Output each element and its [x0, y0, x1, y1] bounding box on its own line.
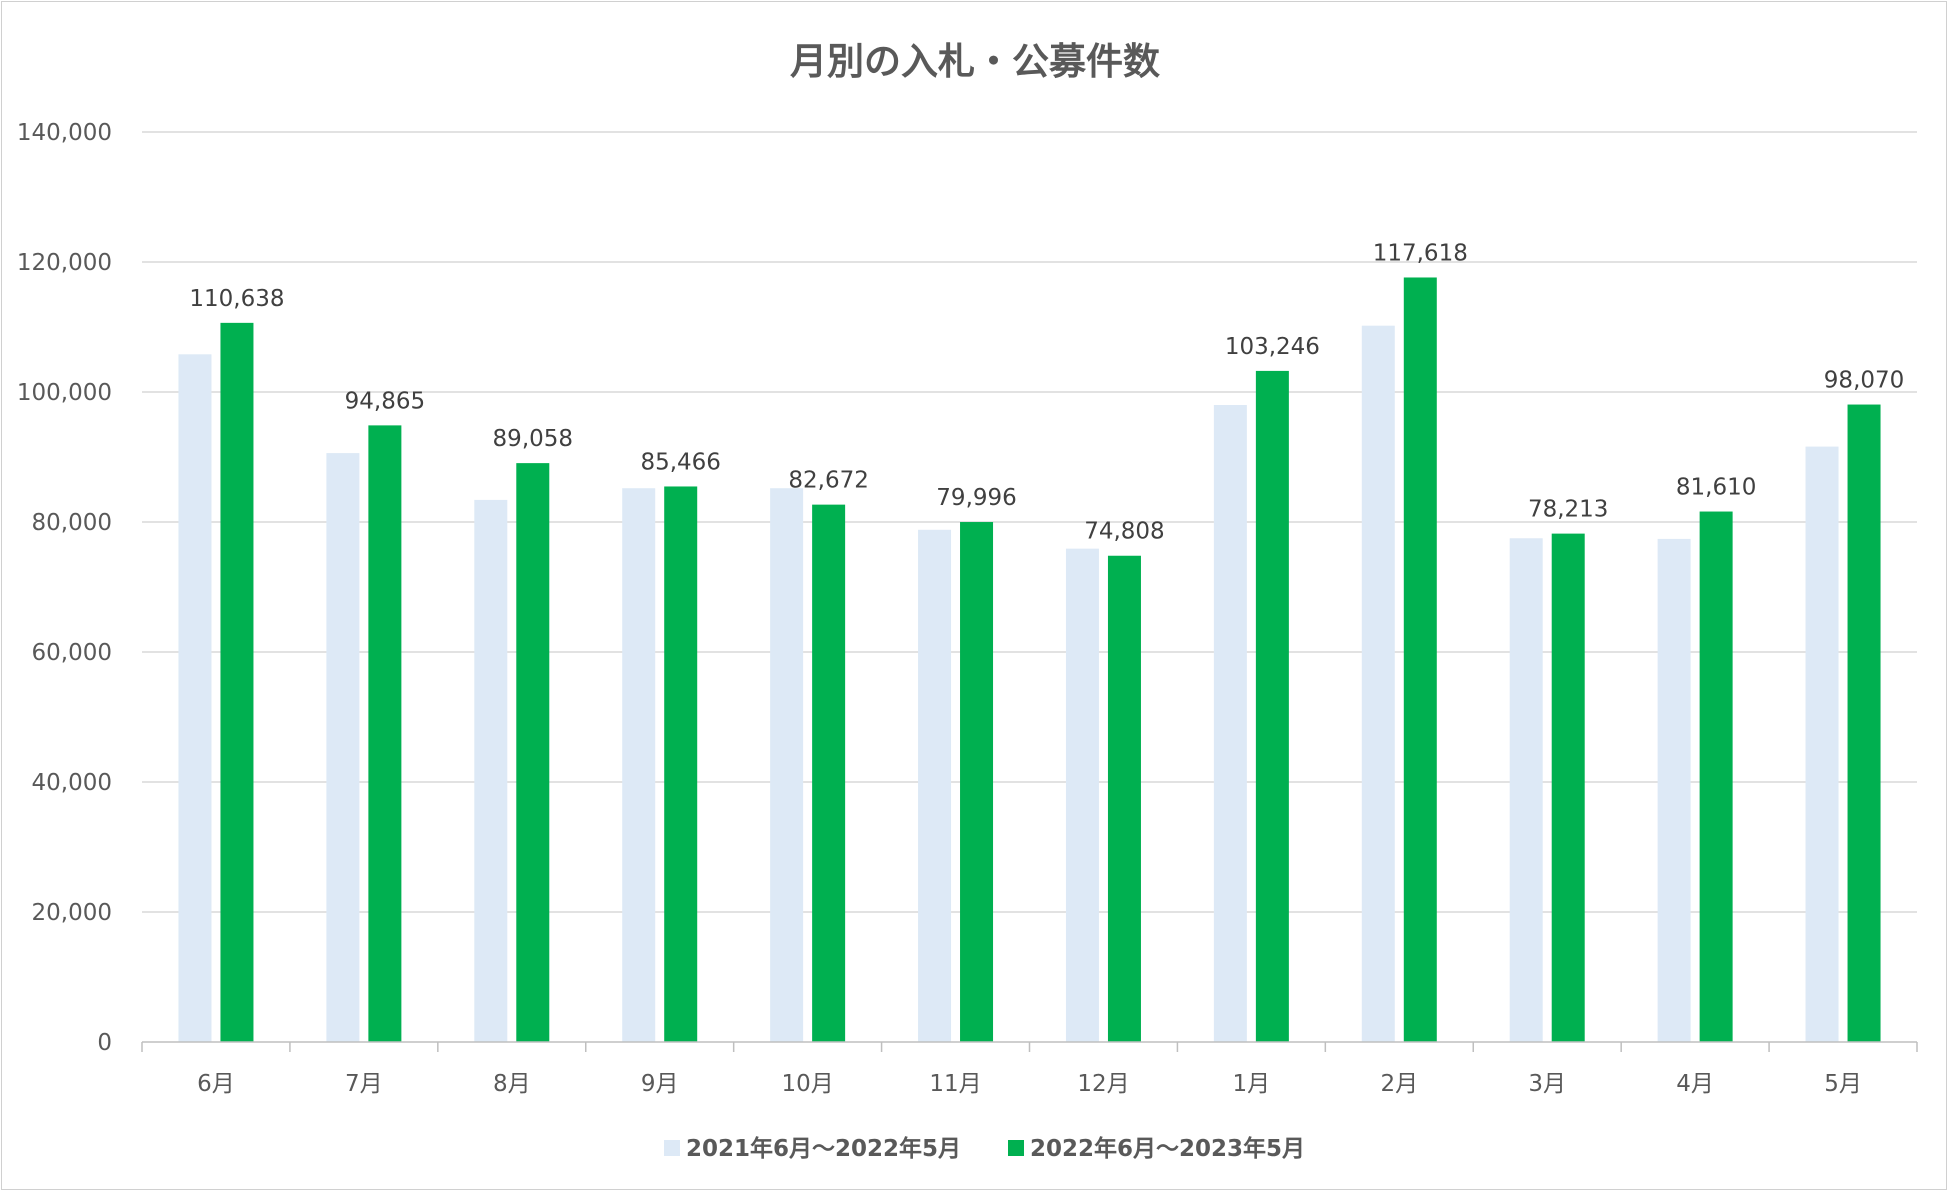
bar-series-2022 — [664, 486, 698, 1042]
x-tick-label: 12月 — [1077, 1071, 1129, 1097]
x-tick-label: 1月 — [1233, 1071, 1271, 1097]
x-tick-label: 7月 — [345, 1071, 383, 1097]
bar-series-2021 — [1361, 325, 1395, 1042]
y-tick-label: 40,000 — [32, 770, 112, 796]
bar-series-2021 — [1509, 538, 1543, 1042]
bar-series-2022 — [1847, 404, 1881, 1042]
x-tick-label: 10月 — [781, 1071, 833, 1097]
bar-series-2022 — [516, 463, 550, 1042]
bar-series-2022 — [1107, 555, 1141, 1042]
bar-series-2021 — [918, 529, 952, 1042]
x-axis: 6月 7月 8月 9月 10月 11月 12月 1月 2月 3月 4月 5月 — [141, 1041, 1918, 1097]
bar-series-2022 — [960, 522, 994, 1042]
y-tick-label: 60,000 — [32, 640, 112, 666]
data-label: 85,466 — [640, 449, 720, 475]
data-label: 98,070 — [1824, 368, 1904, 394]
y-tick-label: 0 — [97, 1030, 112, 1056]
y-axis-ticks: 0 20,000 40,000 60,000 80,000 100,000 120,000 1… — [17, 120, 112, 1056]
data-label: 78,213 — [1528, 497, 1608, 523]
x-tick-label: 3月 — [1528, 1071, 1566, 1097]
x-tick-label: 9月 — [641, 1071, 679, 1097]
x-tick-label: 2月 — [1380, 1071, 1418, 1097]
legend-label: 2021年6月～2022年5月 — [686, 1135, 961, 1162]
bar-series-2022 — [1551, 533, 1585, 1042]
x-tick-label: 6月 — [197, 1071, 235, 1097]
legend-label: 2022年6月～2023年5月 — [1030, 1135, 1305, 1162]
x-tick-label: 5月 — [1824, 1071, 1862, 1097]
bar-series-2021 — [1805, 446, 1839, 1043]
bar-series-2022 — [1699, 511, 1733, 1042]
legend-swatch — [664, 1140, 680, 1156]
bar-series-2021 — [326, 453, 360, 1043]
bar-series-2021 — [178, 354, 212, 1042]
x-tick-label: 8月 — [493, 1071, 531, 1097]
bar-series-2022 — [220, 322, 254, 1042]
bar-series-2021 — [622, 488, 656, 1042]
data-label: 110,638 — [189, 286, 284, 312]
bar-series-2021 — [770, 488, 804, 1042]
data-label: 82,672 — [788, 468, 868, 494]
y-tick-label: 20,000 — [32, 900, 112, 926]
y-tick-label: 80,000 — [32, 510, 112, 536]
bar-series-2021 — [1657, 538, 1691, 1042]
data-label: 79,996 — [936, 485, 1016, 511]
data-label: 103,246 — [1225, 334, 1320, 360]
bar-series-2022 — [812, 504, 846, 1043]
data-label: 74,808 — [1084, 519, 1164, 545]
data-label: 89,058 — [493, 426, 573, 452]
bar-series-2022 — [368, 425, 402, 1042]
x-tick-label: 11月 — [929, 1071, 981, 1097]
data-labels: 110,638 94,865 89,058 85,466 82,672 79,996 74,… — [189, 240, 1904, 544]
bar-series-2021 — [1213, 405, 1247, 1042]
y-tick-label: 120,000 — [17, 250, 112, 276]
y-tick-label: 140,000 — [17, 120, 112, 146]
data-label: 94,865 — [345, 388, 425, 414]
legend: 2021年6月～2022年5月 2022年6月～2023年5月 — [664, 1135, 1305, 1162]
bar-series-2022 — [1255, 370, 1289, 1042]
bar-series-2021 — [474, 499, 508, 1042]
x-tick-label: 4月 — [1676, 1071, 1714, 1097]
bars — [178, 277, 1881, 1043]
legend-swatch — [1008, 1140, 1024, 1156]
y-tick-label: 100,000 — [17, 380, 112, 406]
chart-title: 月別の入札・公募件数 — [790, 40, 1160, 83]
gridlines — [142, 131, 1917, 913]
data-label: 117,618 — [1373, 240, 1468, 266]
data-label: 81,610 — [1676, 475, 1756, 501]
bar-series-2021 — [1065, 548, 1099, 1042]
bar-series-2022 — [1403, 277, 1437, 1042]
